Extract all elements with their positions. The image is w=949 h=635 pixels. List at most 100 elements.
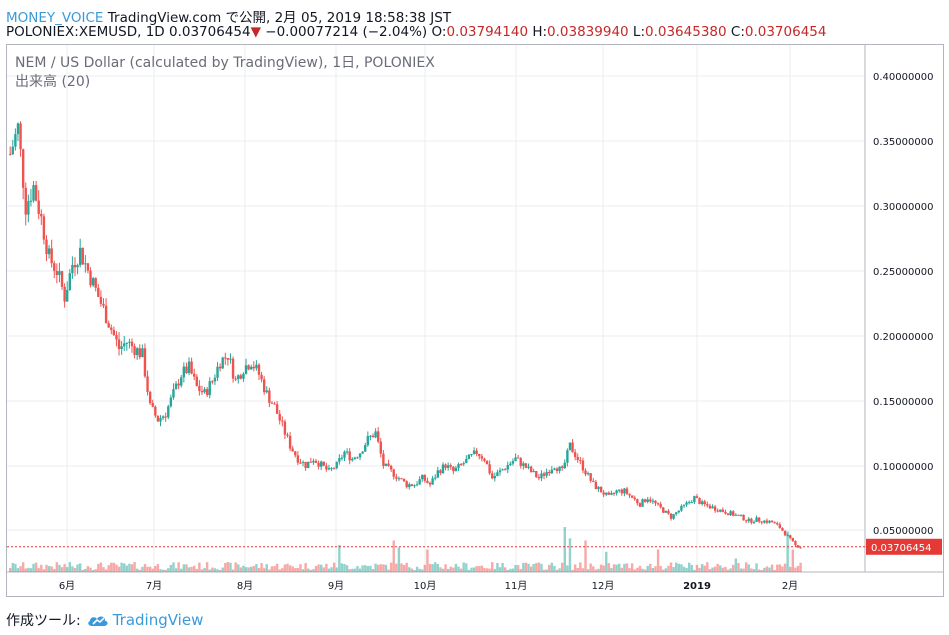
candle-body xyxy=(32,185,35,201)
candle-body xyxy=(602,492,605,495)
candle-body xyxy=(685,502,688,505)
candle-body xyxy=(187,361,191,374)
candle-body xyxy=(607,492,611,495)
volume-bar xyxy=(167,568,170,572)
candle-body xyxy=(457,464,460,468)
volume-bar xyxy=(729,568,732,572)
price-tick-label: 0.35000000 xyxy=(873,137,933,148)
volume-bar xyxy=(760,569,763,572)
volume-bar xyxy=(216,569,219,572)
volume-bar xyxy=(566,565,569,572)
volume-bar xyxy=(34,562,38,572)
volume-bar xyxy=(581,568,585,572)
volume-bar xyxy=(24,568,27,572)
volume-bar xyxy=(58,564,61,572)
volume-bar xyxy=(182,564,186,572)
candle-body xyxy=(553,468,556,470)
volume-bar xyxy=(358,568,362,572)
volume-label: 出来高 (20) xyxy=(15,73,90,90)
candle-body xyxy=(509,463,512,466)
candle-body xyxy=(713,506,717,511)
volume-bar xyxy=(537,562,541,572)
candle-body xyxy=(203,389,206,393)
candle-body xyxy=(325,465,328,470)
volume-bar xyxy=(291,566,294,572)
volume-bar xyxy=(187,567,191,572)
volume-bar xyxy=(135,568,139,572)
candle-body xyxy=(794,541,797,546)
candle-body xyxy=(441,464,445,474)
candle-body xyxy=(459,464,463,466)
candle-body xyxy=(594,481,598,489)
volume-bar xyxy=(60,567,64,572)
candle-body xyxy=(755,517,758,522)
candle-body xyxy=(649,499,652,502)
volume-bar xyxy=(750,568,753,572)
volume-bar xyxy=(159,569,162,572)
candle-body xyxy=(711,506,714,509)
tradingview-link[interactable]: TradingView xyxy=(112,611,204,629)
candle-body xyxy=(496,472,499,477)
candle-body xyxy=(706,504,709,506)
volume-bar xyxy=(203,568,206,572)
volume-bar xyxy=(659,565,662,572)
time-tick-label: 7月 xyxy=(146,580,162,592)
candle-body xyxy=(789,535,792,538)
volume-bar xyxy=(270,566,274,572)
candle-body xyxy=(68,273,72,291)
candle-body xyxy=(283,421,287,435)
candle-body xyxy=(268,390,271,403)
candle-body xyxy=(560,466,564,469)
candle-body xyxy=(623,488,626,494)
candle-body xyxy=(156,415,160,422)
volume-bar xyxy=(514,564,517,572)
candle-body xyxy=(309,461,313,463)
candle-body xyxy=(465,458,468,464)
candle-body xyxy=(55,270,59,276)
volume-bar xyxy=(37,568,40,572)
candle-body xyxy=(436,470,439,478)
candle-body xyxy=(151,403,154,407)
volume-bar xyxy=(94,569,97,572)
candle-body xyxy=(133,346,136,356)
candle-body xyxy=(164,416,167,418)
candle-body xyxy=(234,378,237,380)
price-chart[interactable]: 0.40000000 0.35000000 0.30000000 0.25000000… xyxy=(7,45,943,596)
candle-body xyxy=(242,373,245,379)
volume-bar xyxy=(192,565,196,572)
candle-body xyxy=(757,517,761,522)
volume-bar xyxy=(415,566,419,572)
candle-body xyxy=(498,470,502,473)
volume-bar xyxy=(511,568,515,572)
volume-bar xyxy=(690,564,693,572)
volume-bar xyxy=(112,562,116,572)
price-tick-label: 0.40000000 xyxy=(873,72,933,83)
candle-body xyxy=(273,403,276,405)
volume-bar xyxy=(356,566,359,572)
volume-bar xyxy=(662,569,665,572)
candle-body xyxy=(449,465,452,467)
candle-body xyxy=(216,366,219,378)
candle-body xyxy=(776,523,779,525)
chart-panel[interactable]: 0.40000000 0.35000000 0.30000000 0.25000000… xyxy=(6,44,944,597)
candle-body xyxy=(304,461,307,468)
volume-bar xyxy=(744,562,748,572)
price-tick-label: 0.15000000 xyxy=(873,397,933,408)
volume-bar xyxy=(630,563,634,572)
volume-bar xyxy=(169,564,173,572)
volume-bar xyxy=(198,562,201,572)
candle-body xyxy=(260,374,263,380)
candle-body xyxy=(721,509,725,512)
volume-bar xyxy=(693,569,696,572)
volume-bar xyxy=(682,566,686,572)
volume-bar xyxy=(501,563,504,572)
candle-body xyxy=(345,451,349,453)
candle-body xyxy=(563,462,566,469)
volume-bar xyxy=(713,566,717,572)
brand-name[interactable]: MONEY_VOICE xyxy=(6,10,104,26)
candle-body xyxy=(724,511,727,514)
candle-body xyxy=(739,514,743,516)
last-price: 0.03706454 xyxy=(168,24,251,40)
high-value: 0.03839940 xyxy=(547,24,629,40)
volume-bar xyxy=(237,564,240,572)
